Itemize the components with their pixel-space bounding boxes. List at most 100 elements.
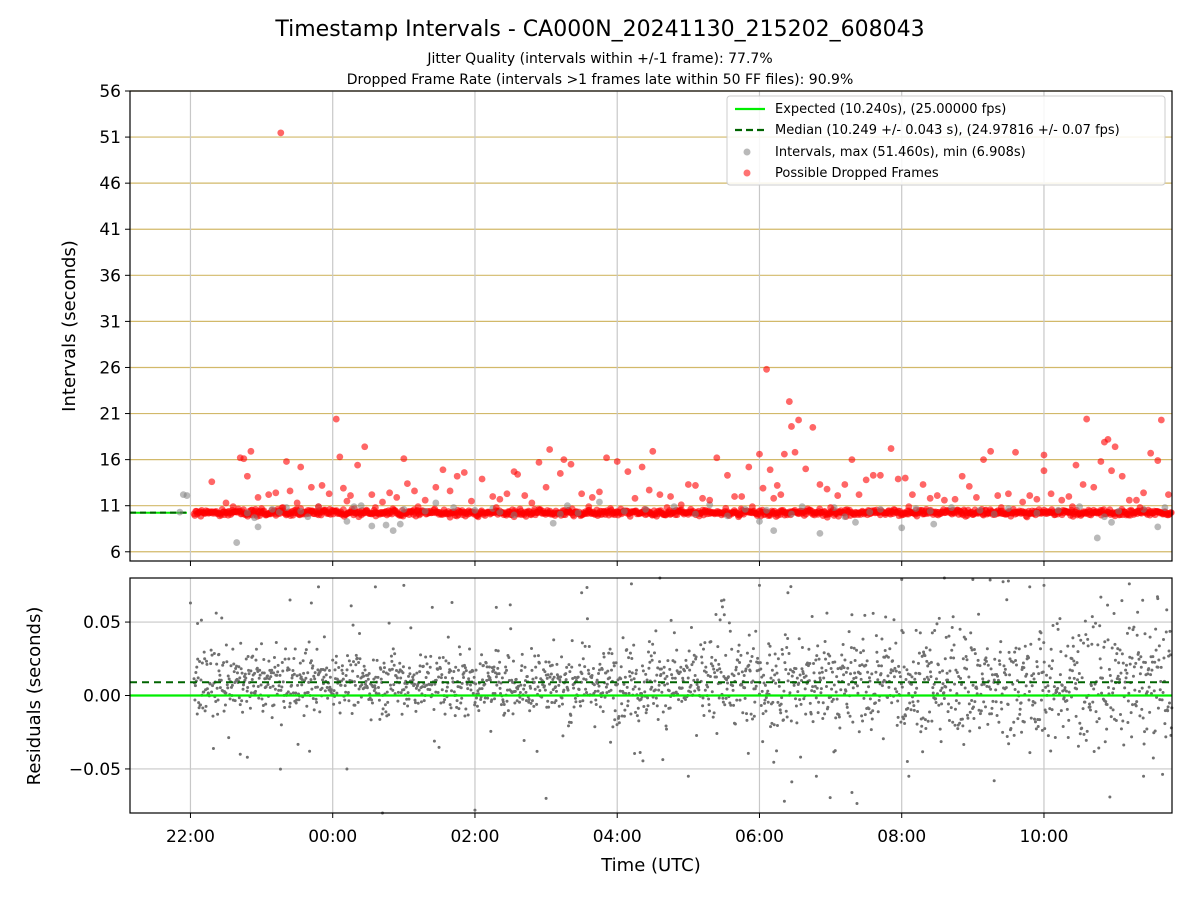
residual-point bbox=[517, 700, 521, 704]
residual-point bbox=[800, 646, 804, 650]
dropped-frame-point bbox=[421, 496, 429, 504]
residual-point bbox=[545, 676, 549, 680]
residual-point bbox=[362, 664, 366, 668]
residual-point bbox=[701, 696, 705, 700]
residual-point bbox=[981, 677, 985, 681]
residual-point bbox=[438, 656, 442, 660]
interval-point bbox=[841, 513, 849, 521]
residual-point bbox=[549, 672, 553, 676]
residual-point bbox=[1130, 735, 1134, 739]
residual-point bbox=[1121, 719, 1125, 723]
residual-point bbox=[798, 698, 802, 702]
residual-point bbox=[991, 699, 995, 703]
residual-point bbox=[1135, 700, 1139, 704]
residual-point bbox=[472, 675, 476, 679]
residual-point bbox=[1129, 711, 1133, 715]
residual-point bbox=[564, 672, 568, 676]
residual-point bbox=[412, 673, 416, 677]
residual-point bbox=[931, 686, 935, 690]
residual-point bbox=[303, 651, 307, 655]
residual-point bbox=[456, 668, 460, 672]
residual-point bbox=[351, 623, 355, 627]
residual-point bbox=[1089, 684, 1093, 688]
residual-point bbox=[1046, 734, 1050, 738]
residual-point bbox=[662, 671, 666, 675]
residual-point bbox=[990, 706, 994, 710]
residual-point bbox=[215, 686, 219, 690]
residual-point bbox=[530, 699, 534, 703]
residual-point bbox=[1056, 686, 1060, 690]
residual-point bbox=[414, 686, 418, 690]
residual-point bbox=[413, 682, 417, 686]
dropped-frame-point bbox=[1065, 493, 1073, 500]
residual-point bbox=[484, 661, 488, 665]
residual-point bbox=[493, 692, 497, 696]
residual-point bbox=[861, 649, 865, 653]
residual-point bbox=[1075, 661, 1079, 665]
residual-point bbox=[310, 687, 314, 691]
residual-point bbox=[914, 628, 918, 632]
residual-point bbox=[261, 703, 265, 707]
residual-point bbox=[776, 657, 780, 661]
residual-point bbox=[620, 702, 624, 706]
dropped-frame-point bbox=[297, 463, 305, 471]
residual-point bbox=[474, 696, 478, 700]
interval-point bbox=[926, 507, 934, 515]
dropped-frame-point bbox=[279, 504, 287, 511]
residual-point bbox=[734, 668, 738, 672]
dropped-frame-point bbox=[823, 485, 831, 493]
residual-point bbox=[775, 723, 779, 727]
residual-point bbox=[419, 653, 423, 657]
residual-point bbox=[929, 660, 933, 664]
residual-point bbox=[750, 717, 754, 721]
residual-point bbox=[790, 674, 794, 678]
residual-point bbox=[874, 670, 878, 674]
residual-point bbox=[943, 657, 947, 661]
residual-point bbox=[593, 725, 597, 729]
residual-point bbox=[391, 688, 395, 692]
residual-point bbox=[891, 669, 895, 673]
residual-point bbox=[948, 688, 952, 692]
residual-point bbox=[858, 664, 862, 668]
interval-point bbox=[254, 523, 262, 531]
residual-point bbox=[944, 685, 948, 689]
residual-point bbox=[707, 697, 711, 701]
residual-point bbox=[1163, 722, 1167, 726]
dropped-frame-point bbox=[645, 486, 653, 494]
residual-point bbox=[774, 664, 778, 668]
residual-point bbox=[852, 676, 856, 680]
residual-point bbox=[338, 711, 342, 715]
residual-point bbox=[273, 687, 277, 691]
residual-point bbox=[502, 702, 506, 706]
residual-point bbox=[664, 704, 668, 708]
dropped-frame-point bbox=[777, 491, 785, 499]
residual-point bbox=[751, 647, 755, 651]
residual-point bbox=[332, 689, 336, 693]
residual-point bbox=[549, 691, 553, 695]
residual-point bbox=[352, 680, 356, 684]
residual-point bbox=[980, 672, 984, 676]
residual-point bbox=[624, 692, 628, 696]
residual-point bbox=[958, 627, 962, 631]
residual-point bbox=[766, 689, 770, 693]
residual-point bbox=[546, 699, 550, 703]
interval-point bbox=[990, 510, 998, 518]
interval-point bbox=[176, 508, 184, 516]
residual-point bbox=[925, 659, 929, 663]
residual-point bbox=[668, 667, 672, 671]
residual-point bbox=[846, 666, 850, 670]
residual-point bbox=[726, 681, 730, 685]
residual-point bbox=[535, 702, 539, 706]
residual-point bbox=[527, 697, 531, 701]
residual-point bbox=[442, 700, 446, 704]
residual-point bbox=[518, 691, 522, 695]
residual-point bbox=[419, 700, 423, 704]
residual-point bbox=[727, 621, 731, 625]
residual-point bbox=[300, 677, 304, 681]
residual-point bbox=[401, 665, 405, 669]
residual-point bbox=[794, 667, 798, 671]
residual-point bbox=[390, 659, 394, 663]
residual-point bbox=[689, 625, 693, 629]
residual-point bbox=[226, 686, 230, 690]
dropped-frame-point bbox=[848, 456, 856, 464]
